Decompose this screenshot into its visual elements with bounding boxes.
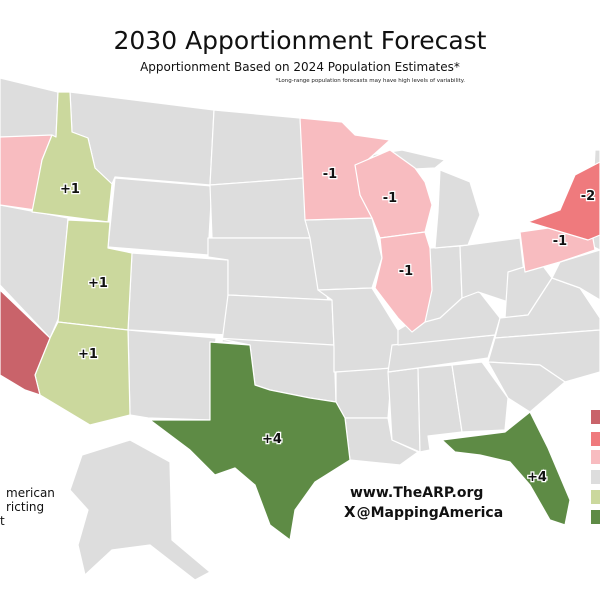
org-line-1: merican [6, 486, 55, 500]
state-new-mexico [127, 329, 217, 421]
state-iowa [304, 217, 383, 291]
legend-swatch-plus4 [591, 510, 600, 524]
state-wisconsin [354, 149, 433, 239]
credit-social-handle: X@MappingAmerica [344, 503, 503, 521]
state-michigan [434, 169, 481, 249]
label-idaho: +1 [60, 182, 80, 197]
map-title: 2030 Apportionment Forecast [113, 26, 487, 55]
credit-handle-text: @MappingAmerica [356, 505, 504, 521]
state-washington [0, 77, 59, 138]
legend-swatch-zero [591, 470, 600, 484]
state-texas [149, 341, 351, 541]
state-new-york [527, 161, 600, 241]
label-florida: +4 [527, 470, 547, 485]
credit-website: www.TheARP.org [350, 485, 484, 501]
state-california [0, 289, 51, 396]
org-logo-text: merican ricting t [0, 486, 55, 528]
legend-swatch-minus1 [591, 450, 600, 464]
legend-swatch-minus3 [591, 410, 600, 424]
label-new-york: -2 [581, 189, 595, 204]
org-line-2: ricting [6, 500, 45, 514]
state-florida [441, 411, 571, 526]
state-north-dakota [209, 109, 306, 186]
state-maryland-nj [551, 249, 600, 301]
state-south-carolina [487, 361, 566, 413]
label-texas: +4 [262, 432, 282, 447]
legend-swatch-minus2 [591, 432, 600, 446]
state-arkansas [335, 367, 393, 419]
map-subtitle: Apportionment Based on 2024 Population E… [140, 60, 460, 74]
org-line-3: t [0, 514, 5, 528]
state-idaho [31, 91, 113, 223]
label-wisconsin: -1 [383, 191, 397, 206]
state-south-dakota [209, 177, 311, 239]
label-utah: +1 [88, 276, 108, 291]
label-minnesota: -1 [323, 167, 337, 182]
state-illinois [374, 231, 433, 333]
legend-swatch-plus1 [591, 490, 600, 504]
label-illinois: -1 [399, 264, 413, 279]
map-footnote: *Long-range population forecasts may hav… [275, 78, 465, 84]
x-logo-icon: X [344, 503, 356, 521]
state-georgia [451, 361, 509, 433]
state-alaska [69, 439, 211, 581]
state-wyoming [107, 177, 213, 256]
label-arizona: +1 [78, 347, 98, 362]
label-pennsylvania: -1 [553, 234, 567, 249]
state-colorado [127, 252, 229, 336]
state-mississippi [387, 367, 421, 453]
